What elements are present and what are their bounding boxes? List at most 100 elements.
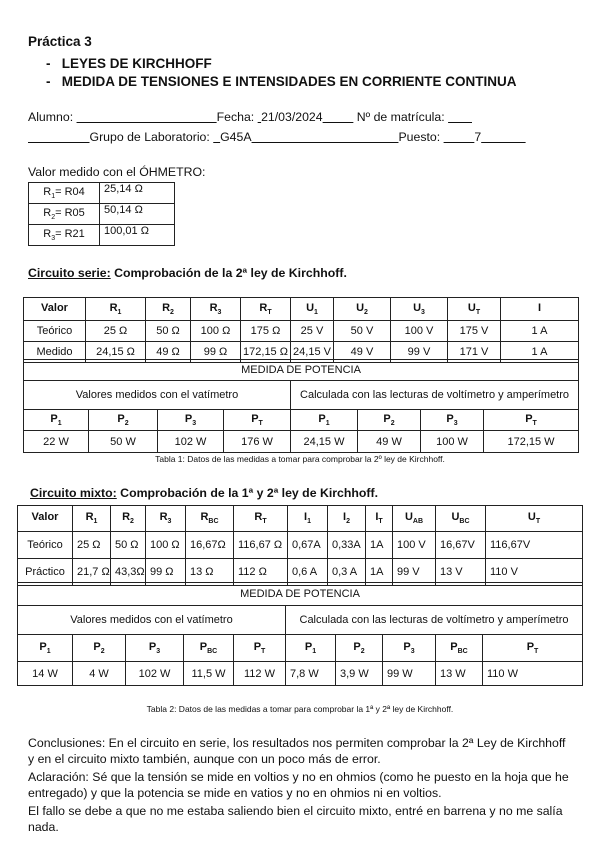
power-header: P3	[157, 409, 224, 431]
row-label: Teórico	[17, 531, 73, 559]
method-row: Valores medidos con el vatímetro Calculad…	[17, 605, 584, 635]
power-value: 99 W	[382, 661, 436, 686]
resistance-value: 50,14 Ω	[99, 203, 175, 225]
data-row: Práctico 21,7 Ω 43,3Ω 99 Ω 13 Ω 112 Ω 0,6 A 0,3…	[17, 558, 583, 586]
method-row: Valores medidos con el vatímetro Calculad…	[23, 380, 580, 410]
column-header: I2	[327, 505, 366, 532]
column-header: U1	[290, 297, 334, 321]
power-value: 22 W	[23, 430, 89, 453]
value-cell: 0,3 A	[327, 558, 366, 586]
value-cell: 0,33A	[327, 531, 366, 559]
value-cell: 100 Ω	[190, 320, 241, 342]
value-cell: 100 V	[390, 320, 448, 342]
power-header: P2	[72, 634, 126, 662]
table-2-caption: Tabla 2: Datos de las medidas a tomar pa…	[146, 704, 454, 714]
potencia-heading: MEDIDA DE POTENCIA	[16, 582, 584, 606]
power-header: PT	[223, 409, 291, 431]
row-label: Teórico	[23, 320, 86, 342]
value-cell: 50 Ω	[110, 531, 146, 559]
column-header: U2	[333, 297, 391, 321]
value-cell: 171 V	[447, 341, 501, 363]
value-cell: 175 V	[447, 320, 501, 342]
power-values-row: 22 W 50 W 102 W 176 W 24,15 W 49 W 100 W 172,15…	[23, 430, 580, 453]
power-header: PT	[482, 409, 580, 431]
value-cell: 16,67Ω	[185, 531, 234, 559]
value-cell: 1A	[365, 531, 393, 559]
calculada-heading: Calculada con las lecturas de voltímetro…	[289, 380, 580, 410]
column-header: U3	[390, 297, 448, 321]
resistance-value: 100,01 Ω	[99, 224, 175, 246]
power-header: P3	[382, 634, 436, 662]
value-cell: 100 Ω	[145, 531, 186, 559]
value-cell: 1 A	[500, 320, 579, 342]
fecha-value: 21/03/2024	[261, 110, 323, 124]
power-header-row: P1 P2 P3 PBC PT P1 P2 P3 PBC PT	[17, 634, 584, 662]
mixto-heading: Circuito mixto: Comprobación de la 1ª y …	[30, 486, 379, 500]
value-cell: 25 Ω	[72, 531, 111, 559]
value-cell: 99 Ω	[145, 558, 186, 586]
mixto-table: Valor R1 R2 R3 RBC RT I1 I2 IT UAB UBC UT Teórico 25 …	[17, 505, 583, 586]
ohm-row: R3= R21 100,01 Ω	[28, 224, 175, 246]
value-cell: 16,67V	[435, 531, 486, 559]
data-row: Medido 24,15 Ω 49 Ω 99 Ω 172,15 Ω 24,15 V 49 V…	[23, 341, 579, 363]
vatimetro-heading: Valores medidos con el vatímetro	[23, 380, 291, 410]
column-header: Valor	[23, 297, 86, 321]
header-row: Valor R1 R2 R3 RT U1 U2 U3 UT I	[23, 297, 579, 321]
column-header: UT	[485, 505, 583, 532]
serie-heading: Circuito serie: Comprobación de la 2ª le…	[28, 266, 347, 280]
data-row: Teórico 25 Ω 50 Ω 100 Ω 16,67Ω 116,67 Ω 0,67A 0…	[17, 531, 583, 559]
column-header: R3	[145, 505, 186, 532]
error-paragraph: El fallo se debe a que no me estaba sali…	[28, 804, 563, 834]
serie-power-table: MEDIDA DE POTENCIA Valores medidos con el…	[22, 359, 580, 453]
power-value: 102 W	[125, 661, 184, 686]
data-row: Teórico 25 Ω 50 Ω 100 Ω 175 Ω 25 V 50 V 100 V 17…	[23, 320, 579, 342]
power-value: 112 W	[233, 661, 286, 686]
potencia-heading: MEDIDA DE POTENCIA	[22, 359, 580, 381]
power-header: P1	[23, 409, 89, 431]
value-cell: 172,15 Ω	[240, 341, 291, 363]
value-cell: 25 Ω	[85, 320, 146, 342]
value-cell: 50 Ω	[145, 320, 191, 342]
value-cell: 99 V	[392, 558, 436, 586]
column-header: R1	[72, 505, 111, 532]
power-value: 24,15 W	[290, 430, 358, 453]
resistor-label: R3= R21	[28, 224, 100, 246]
value-cell: 13 V	[435, 558, 486, 586]
bullet-2: - MEDIDA DE TENSIONES E INTENSIDADES EN …	[46, 74, 517, 89]
power-header-row: P1 P2 P3 PT P1 P2 P3 PT	[23, 409, 580, 431]
column-header: IT	[365, 505, 393, 532]
power-header: PBC	[183, 634, 234, 662]
power-header: P1	[285, 634, 336, 662]
potencia-row: MEDIDA DE POTENCIA	[22, 359, 580, 381]
ohm-row: R2= R05 50,14 Ω	[28, 203, 175, 225]
power-value: 100 W	[420, 430, 484, 453]
table-1-caption: Tabla 1: Datos de las medidas a tomar pa…	[155, 454, 445, 464]
power-header: P2	[335, 634, 383, 662]
header-row: Valor R1 R2 R3 RBC RT I1 I2 IT UAB UBC UT	[17, 505, 583, 532]
value-cell: 21,7 Ω	[72, 558, 111, 586]
value-cell: 13 Ω	[185, 558, 234, 586]
bullet-1: - LEYES DE KIRCHHOFF	[46, 56, 212, 71]
vatimetro-heading: Valores medidos con el vatímetro	[17, 605, 286, 635]
resistor-label: R2= R05	[28, 203, 100, 225]
power-value: 3,9 W	[335, 661, 383, 686]
power-value: 14 W	[17, 661, 73, 686]
power-value: 11,5 W	[183, 661, 234, 686]
power-value: 50 W	[88, 430, 158, 453]
mixto-power-table: MEDIDA DE POTENCIA Valores medidos con el…	[16, 582, 584, 686]
power-header: P3	[125, 634, 184, 662]
grupo-value: G45A	[220, 130, 252, 144]
power-header: P2	[88, 409, 158, 431]
column-header: RT	[240, 297, 291, 321]
power-header: P2	[357, 409, 421, 431]
value-cell: 0,67A	[287, 531, 328, 559]
column-header: I	[500, 297, 579, 321]
power-value: 4 W	[72, 661, 126, 686]
power-header: P3	[420, 409, 484, 431]
power-header: P1	[290, 409, 358, 431]
value-cell: 116,67V	[485, 531, 583, 559]
puesto-value: 7	[474, 130, 482, 144]
serie-table: Valor R1 R2 R3 RT U1 U2 U3 UT I Teórico 25 Ω 50 Ω 100…	[23, 297, 579, 363]
